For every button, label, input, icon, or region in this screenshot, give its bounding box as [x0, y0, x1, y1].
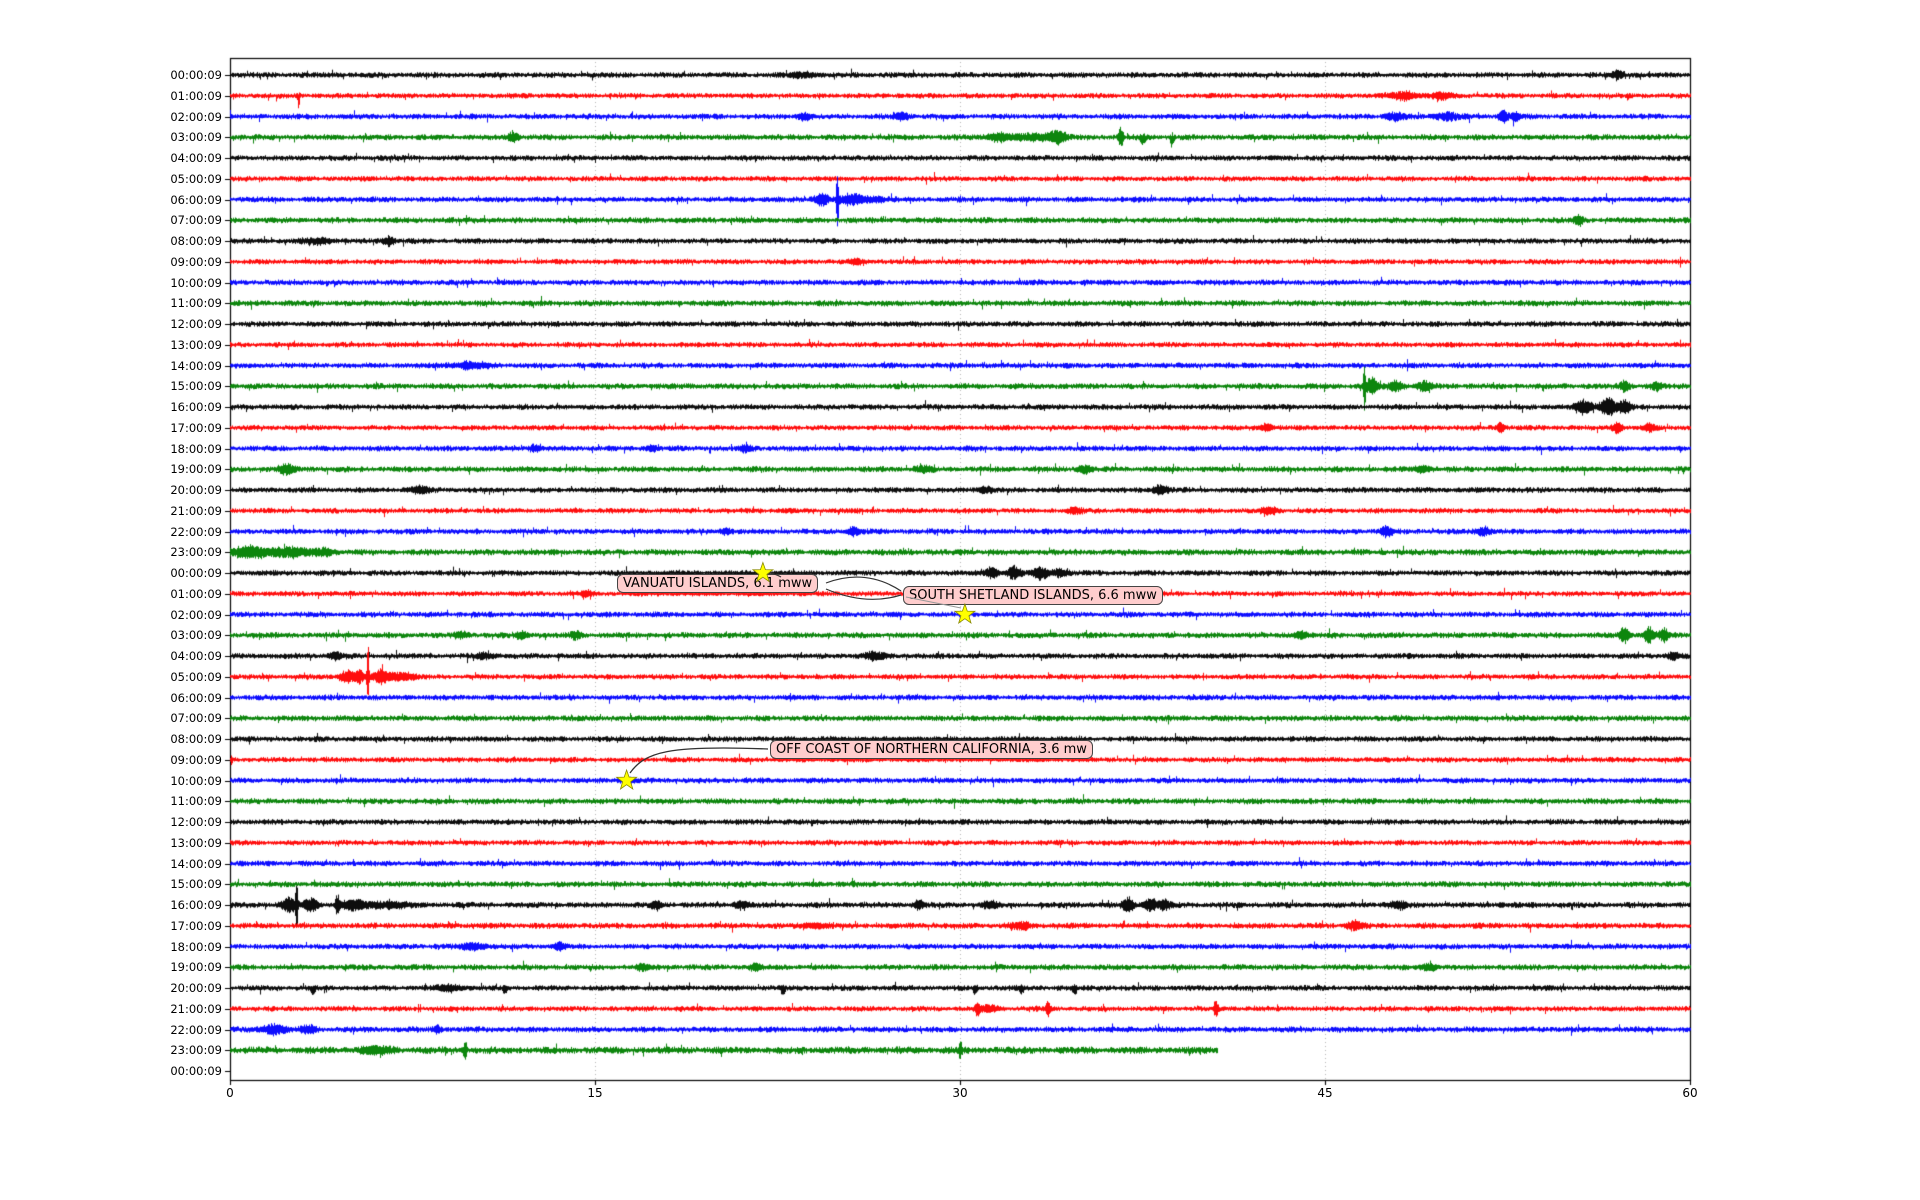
y-tick-label: 01:00:09	[170, 88, 222, 103]
y-tick-label: 14:00:09	[170, 358, 222, 373]
y-tick-label: 09:00:09	[170, 254, 222, 269]
y-tick-label: 16:00:09	[170, 400, 222, 414]
y-tick-label: 11:00:09	[170, 794, 222, 809]
y-tick-label: 06:00:09	[170, 690, 222, 705]
y-tick-label: 18:00:09	[170, 939, 222, 954]
y-tick-label: 14:00:09	[170, 856, 222, 871]
y-tick-label: 21:00:09	[170, 1001, 222, 1016]
annotation-connector-lower	[825, 588, 902, 600]
y-tick-label: 07:00:09	[170, 711, 222, 726]
y-tick-label: 05:00:09	[170, 669, 222, 684]
y-tick-label: 00:00:09	[170, 68, 222, 82]
y-tick-label: 02:00:09	[170, 607, 222, 622]
y-tick-label: 13:00:09	[170, 835, 222, 850]
event-annotation-label: OFF COAST OF NORTHERN CALIFORNIA, 3.6 mw	[770, 740, 1093, 759]
y-tick-label: 20:00:09	[170, 981, 222, 995]
y-tick-label: 19:00:09	[170, 960, 222, 975]
y-tick-label: 06:00:09	[170, 192, 222, 207]
y-tick-label: 10:00:09	[170, 275, 222, 290]
y-tick-label: 18:00:09	[170, 441, 222, 456]
y-tick-label: 23:00:09	[170, 545, 222, 560]
annotation-leader-california	[629, 747, 769, 774]
y-tick-label: 08:00:09	[170, 234, 222, 248]
y-tick-label: 05:00:09	[170, 171, 222, 186]
y-tick-label-end: 00:00:09	[170, 1064, 222, 1078]
y-tick-label: 03:00:09	[170, 130, 222, 145]
y-tick-label: 11:00:09	[170, 296, 222, 311]
annotation-connector-upper	[825, 576, 902, 592]
y-tick-label: 04:00:09	[170, 151, 222, 165]
y-tick-label: 04:00:09	[170, 649, 222, 663]
event-star-marker-1	[953, 602, 977, 624]
y-tick-label: 12:00:09	[170, 815, 222, 829]
y-tick-label: 22:00:09	[170, 1022, 222, 1037]
y-tick-label: 22:00:09	[170, 524, 222, 539]
y-tick-label: 03:00:09	[170, 628, 222, 643]
x-tick-label: 0	[226, 1086, 234, 1100]
y-tick-label: 13:00:09	[170, 337, 222, 352]
y-tick-label: 09:00:09	[170, 752, 222, 767]
event-annotation-label: SOUTH SHETLAND ISLANDS, 6.6 mww	[903, 586, 1163, 605]
y-tick-label: 21:00:09	[170, 503, 222, 518]
x-tick-label: 15	[587, 1086, 603, 1100]
y-tick-label: 00:00:09	[170, 566, 222, 580]
event-star-marker-0	[751, 561, 775, 583]
event-star-marker-2	[615, 768, 638, 790]
x-tick-label: 60	[1682, 1086, 1698, 1100]
y-tick-label: 23:00:09	[170, 1043, 222, 1058]
y-tick-label: 19:00:09	[170, 462, 222, 477]
y-tick-label: 01:00:09	[170, 586, 222, 601]
y-tick-label: 15:00:09	[170, 877, 222, 892]
x-tick-label: 45	[1317, 1086, 1333, 1100]
y-tick-label: 10:00:09	[170, 773, 222, 788]
y-tick-label: 17:00:09	[170, 420, 222, 435]
y-tick-label: 02:00:09	[170, 109, 222, 124]
y-tick-label: 12:00:09	[170, 317, 222, 331]
y-tick-label: 17:00:09	[170, 918, 222, 933]
y-tick-label: 08:00:09	[170, 732, 222, 746]
y-tick-label: 20:00:09	[170, 483, 222, 497]
x-tick-label: 30	[952, 1086, 968, 1100]
y-tick-label: 16:00:09	[170, 898, 222, 912]
y-tick-label: 15:00:09	[170, 379, 222, 394]
annotation-leader-south-shetland	[905, 596, 962, 609]
y-tick-label: 07:00:09	[170, 213, 222, 228]
